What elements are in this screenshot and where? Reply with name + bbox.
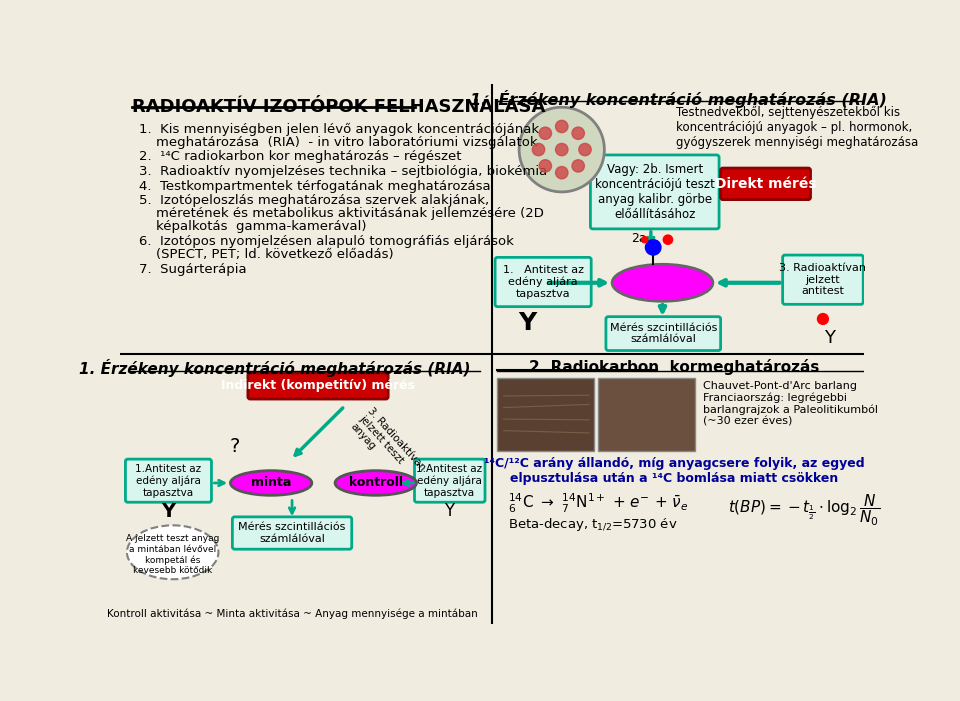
Text: 3. Radioaktívan
jelzett
antitest: 3. Radioaktívan jelzett antitest — [780, 263, 867, 297]
FancyBboxPatch shape — [598, 379, 695, 451]
Ellipse shape — [612, 264, 713, 301]
Text: 1.  Kis mennyiségben jelen lévő anyagok koncentrációjának: 1. Kis mennyiségben jelen lévő anyagok k… — [139, 123, 540, 136]
Text: Direkt mérés: Direkt mérés — [715, 177, 816, 191]
Circle shape — [663, 235, 673, 244]
Text: 6.  Izotópos nyomjelzésen alapuló tomográfiás eljárások: 6. Izotópos nyomjelzésen alapuló tomográ… — [139, 235, 515, 248]
FancyBboxPatch shape — [232, 517, 351, 549]
FancyBboxPatch shape — [782, 255, 863, 304]
Text: Beta-decay, t$_{1/2}$=5730 év: Beta-decay, t$_{1/2}$=5730 év — [508, 517, 677, 533]
Circle shape — [532, 144, 544, 156]
Text: 2. Radiokarbon  kormeghatározás: 2. Radiokarbon kormeghatározás — [529, 359, 819, 375]
Circle shape — [641, 236, 648, 243]
Text: Mérés szcintillációs
számlálóval: Mérés szcintillációs számlálóval — [610, 322, 717, 344]
Text: Y: Y — [824, 329, 834, 347]
Text: A jelzett teszt anyag
a mintában lévővel
kompetál és
kevesebb kötődik: A jelzett teszt anyag a mintában lévővel… — [126, 534, 220, 575]
Text: Y: Y — [517, 311, 536, 335]
Text: 7.  Sugárterápia: 7. Sugárterápia — [139, 263, 247, 275]
Circle shape — [556, 167, 568, 179]
Text: Mérés szcintillációs
számlálóval: Mérés szcintillációs számlálóval — [238, 522, 346, 544]
Text: $^{14}_{6}$C $\rightarrow$ $^{14}_{7}$N$^{1+}$ + $e^{-}$ + $\bar{\nu}_e$: $^{14}_{6}$C $\rightarrow$ $^{14}_{7}$N$… — [508, 492, 688, 515]
Text: ?: ? — [229, 437, 240, 456]
Circle shape — [645, 240, 660, 255]
FancyBboxPatch shape — [606, 317, 721, 350]
Text: Indirekt (kompetitív) mérés: Indirekt (kompetitív) mérés — [221, 379, 415, 393]
Circle shape — [579, 144, 591, 156]
FancyBboxPatch shape — [126, 459, 211, 502]
Text: kontroll: kontroll — [348, 477, 403, 489]
Text: méretének és metabolikus aktivitásának jellemzésére (2D: méretének és metabolikus aktivitásának j… — [139, 207, 544, 220]
Text: 4.  Testkompartmentek térfogatának meghatározása: 4. Testkompartmentek térfogatának meghat… — [139, 179, 491, 193]
Circle shape — [818, 313, 828, 325]
FancyBboxPatch shape — [497, 379, 594, 451]
Text: 3. Radioaktívan
jelzett teszt
anyag: 3. Radioaktívan jelzett teszt anyag — [348, 406, 427, 489]
Text: 2.  ¹⁴C radiokarbon kor meghatározás – régészet: 2. ¹⁴C radiokarbon kor meghatározás – ré… — [139, 150, 462, 163]
Circle shape — [572, 127, 585, 139]
Text: Y: Y — [161, 502, 175, 522]
Ellipse shape — [127, 525, 219, 579]
Text: 1.Antitest az
edény aljára
tapasztva: 1.Antitest az edény aljára tapasztva — [135, 464, 201, 498]
Text: Chauvet-Pont-d'Arc barlang
Franciaország: legrégebbi
barlangrajzok a Paleolitiku: Chauvet-Pont-d'Arc barlang Franciaország… — [703, 381, 877, 427]
Text: 3.  Radioaktív nyomjelzéses technika – sejtbiológia, biokémia: 3. Radioaktív nyomjelzéses technika – se… — [139, 165, 547, 178]
Circle shape — [556, 121, 568, 132]
FancyBboxPatch shape — [495, 257, 591, 306]
Text: RADIOAKTÍV IZOTÓPOK FELHASZNÁLÁSA: RADIOAKTÍV IZOTÓPOK FELHASZNÁLÁSA — [132, 98, 545, 116]
Text: meghatározása  (RIA)  - in vitro laboratóriumi vizsgálatok: meghatározása (RIA) - in vitro laboratór… — [139, 136, 538, 149]
Ellipse shape — [230, 470, 312, 496]
Text: Testnedvekből, sejttenyészetekből kis
koncentrációjú anyagok – pl. hormonok,
gyó: Testnedvekből, sejttenyészetekből kis ko… — [677, 106, 919, 149]
Ellipse shape — [519, 107, 605, 192]
Circle shape — [540, 127, 551, 139]
FancyBboxPatch shape — [590, 155, 719, 229]
Text: Y: Y — [444, 502, 454, 520]
Text: 1.Antitest az
edény aljára
tapasztva: 1.Antitest az edény aljára tapasztva — [417, 464, 483, 498]
Text: $t(BP) = -t_{\frac{1}{2}} \cdot \log_2 \dfrac{N}{N_0}$: $t(BP) = -t_{\frac{1}{2}} \cdot \log_2 \… — [729, 492, 880, 528]
Text: 5.  Izotópeloszlás meghatározása szervek alakjának,: 5. Izotópeloszlás meghatározása szervek … — [139, 194, 490, 207]
FancyBboxPatch shape — [721, 168, 810, 200]
Text: 2a.: 2a. — [632, 232, 651, 245]
Text: minta: minta — [251, 477, 291, 489]
Circle shape — [572, 160, 585, 172]
Text: Vagy: 2b. Ismert
koncentrációjú teszt
anyag kalibr. görbe
előállításához: Vagy: 2b. Ismert koncentrációjú teszt an… — [595, 163, 714, 221]
Text: (SPECT, PET; ld. következő előadás): (SPECT, PET; ld. következő előadás) — [139, 248, 394, 261]
FancyBboxPatch shape — [248, 373, 388, 399]
Text: 1. Érzékeny koncentráció meghatározás (RIA): 1. Érzékeny koncentráció meghatározás (R… — [80, 359, 470, 377]
Text: ¹⁴C/¹²C arány állandó, míg anyagcsere folyik, az egyed
elpusztulása után a ¹⁴C b: ¹⁴C/¹²C arány állandó, míg anyagcsere fo… — [484, 457, 864, 485]
FancyBboxPatch shape — [415, 459, 485, 502]
Circle shape — [556, 144, 568, 156]
Text: Kontroll aktivitása ~ Minta aktivitása ~ Anyag mennyisége a mintában: Kontroll aktivitása ~ Minta aktivitása ~… — [107, 608, 477, 619]
Ellipse shape — [335, 470, 417, 496]
Text: 1.  Érzékeny koncentráció meghatározás (RIA): 1. Érzékeny koncentráció meghatározás (R… — [469, 90, 886, 108]
Text: 1.   Antitest az
edény aljára
tapasztva: 1. Antitest az edény aljára tapasztva — [503, 265, 584, 299]
Text: képalkotás  gamma-kamerával): képalkotás gamma-kamerával) — [139, 220, 367, 233]
Circle shape — [540, 160, 551, 172]
